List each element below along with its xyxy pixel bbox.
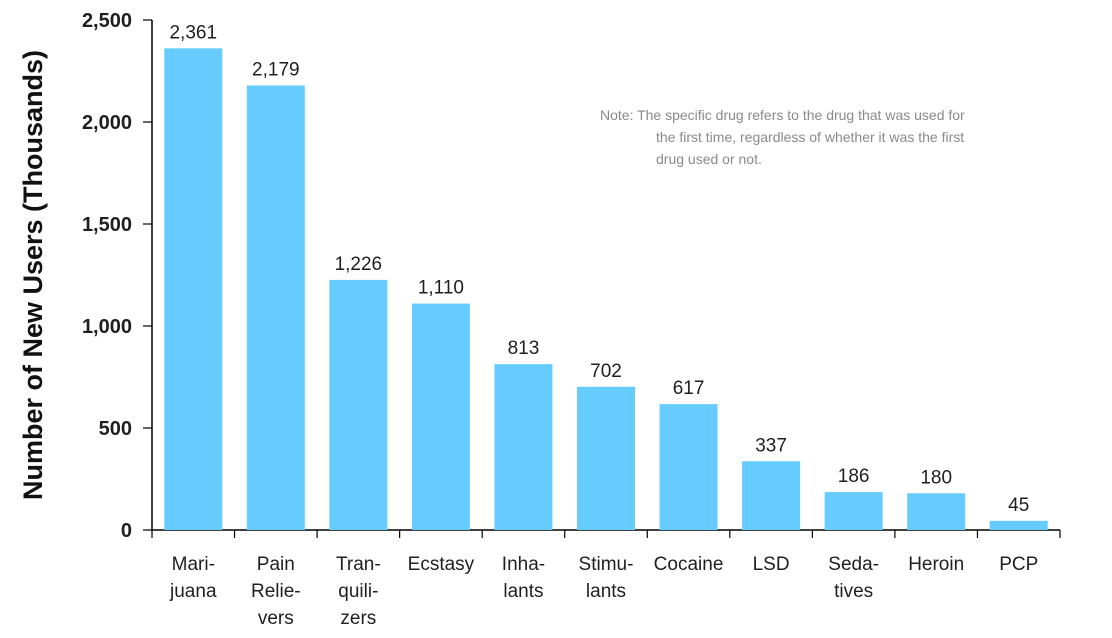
note-annotation: Note: The specific drug refers to the dr…	[600, 107, 965, 167]
bar	[659, 404, 718, 530]
y-tick-label: 1,500	[82, 214, 132, 236]
bar-value-label: 45	[1008, 495, 1029, 516]
bar-value-label: 702	[590, 361, 622, 382]
axis-layer: 0 500 1,000 1,500 2,000 2,500 Number of New Us…	[18, 10, 1061, 542]
category-label: Inha-lants	[502, 554, 545, 602]
category-label: LSD	[753, 554, 790, 575]
y-tick-label: 2,000	[82, 112, 132, 134]
bar	[742, 461, 801, 530]
bar-value-label: 180	[920, 467, 952, 488]
bar	[907, 493, 966, 530]
category-label: Ecstasy	[408, 554, 475, 575]
category-label: Heroin	[908, 554, 964, 575]
category-label: Tran-quili-zers	[336, 554, 381, 629]
bar-value-label: 813	[508, 338, 540, 359]
y-tick-label: 0	[121, 520, 132, 542]
bar-value-label: 1,226	[335, 254, 383, 275]
bar	[246, 85, 305, 530]
y-axis-title: Number of New Users (Thousands)	[18, 50, 48, 500]
bar-value-label: 1,110	[418, 278, 464, 299]
category-label: Pain Relie-vers	[251, 554, 301, 629]
bar	[577, 386, 635, 530]
y-tick-label: 500	[99, 418, 132, 440]
bar	[411, 303, 470, 530]
category-label: Seda-tives	[828, 554, 879, 602]
category-label: Stimu-lants	[579, 554, 634, 602]
bar	[164, 48, 223, 531]
bar	[989, 520, 1048, 530]
category-label: Mari-juana	[169, 554, 217, 602]
bar	[329, 279, 388, 530]
bar	[494, 364, 553, 530]
category-label: PCP	[999, 554, 1038, 575]
note-text: Note: The specific drug refers to the dr…	[600, 107, 965, 167]
bars-layer	[164, 48, 1048, 531]
bar-value-label: 2,361	[169, 22, 217, 43]
bar-value-label: 2,179	[252, 59, 300, 80]
labels-layer: 2,361 Mari-juana 2,179 Pain Relie-vers 1,226 T…	[169, 22, 1038, 629]
bar	[824, 492, 883, 530]
category-label: Cocaine	[654, 554, 724, 575]
bar-value-label: 337	[755, 435, 787, 456]
bar-value-label: 186	[838, 466, 870, 487]
y-tick-label: 2,500	[82, 10, 132, 32]
y-tick-label: 1,000	[82, 316, 132, 338]
bar-value-label: 617	[673, 378, 705, 399]
